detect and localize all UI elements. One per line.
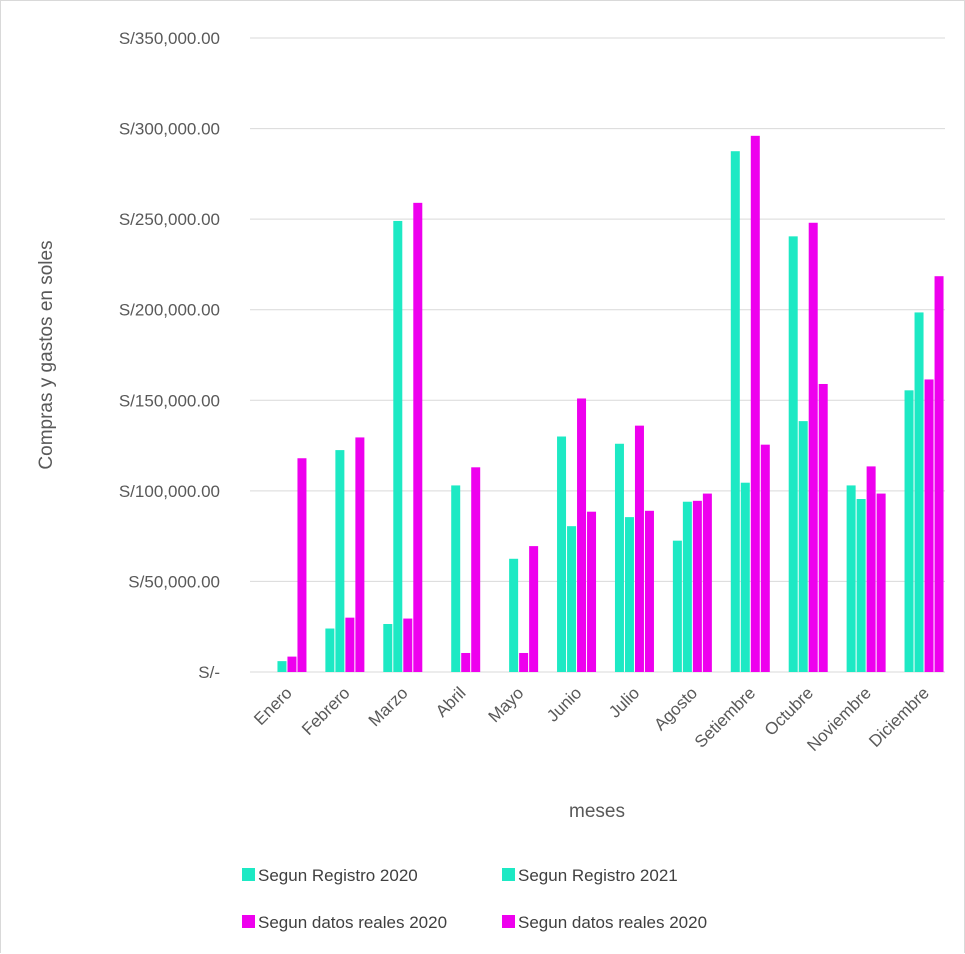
x-tick-label: Marzo [365, 683, 412, 730]
x-tick-label: Mayo [485, 683, 528, 726]
x-tick-label: Setiembre [691, 683, 759, 751]
bar-marzo-series-1 [383, 623, 393, 672]
legend-swatch [502, 915, 515, 928]
legend-label: Segun Registro 2021 [518, 866, 678, 885]
bar-noviembre-series-4 [876, 493, 886, 672]
bar-mayo-series-2 [509, 558, 519, 672]
bar-mayo-series-3 [519, 652, 529, 672]
legend-swatch [242, 915, 255, 928]
bar-junio-series-1 [557, 436, 567, 672]
bar-julio-series-3 [634, 425, 644, 672]
x-tick-label: Enero [250, 683, 296, 729]
y-axis-title: Compras y gastos en soles [36, 240, 57, 469]
legend-label: Segun datos reales 2020 [258, 913, 447, 932]
bar-setiembre-series-1 [730, 151, 740, 672]
x-axis-tick-labels: Enero Febrero Marzo Abril Mayo Junio Julio Agos… [250, 683, 933, 755]
legend: Segun Registro 2020 Segun Registro 2021 Se… [242, 866, 707, 932]
y-tick-label: S/- [198, 663, 220, 682]
bar-octubre-series-3 [808, 222, 818, 672]
x-tick-label: Octubre [761, 683, 817, 739]
bar-mayo-series-4 [529, 546, 539, 672]
legend-swatch [502, 868, 515, 881]
bar-setiembre-series-3 [750, 135, 760, 672]
y-axis-tick-labels: S/- S/50,000.00 S/100,000.00 S/150,000.00 S/… [119, 29, 220, 682]
bar-agosto-series-3 [692, 500, 702, 672]
gridlines [250, 37, 945, 582]
bar-junio-series-3 [577, 398, 587, 672]
x-tick-label: Abril [432, 683, 469, 720]
bar-diciembre-series-1 [904, 390, 914, 672]
x-axis-title: meses [569, 801, 625, 822]
bar-diciembre-series-4 [934, 276, 944, 672]
bar-junio-series-2 [567, 526, 577, 672]
bar-setiembre-series-2 [740, 482, 750, 672]
x-tick-label: Diciembre [865, 683, 933, 751]
y-tick-label: S/150,000.00 [119, 391, 220, 410]
y-tick-label: S/200,000.00 [119, 301, 220, 320]
bar-octubre-series-1 [788, 236, 798, 672]
y-tick-label: S/350,000.00 [119, 29, 220, 48]
bar-enero-series-4 [297, 458, 307, 672]
x-tick-label: Agosto [650, 683, 701, 734]
bar-setiembre-series-4 [760, 444, 770, 672]
bar-junio-series-4 [587, 511, 597, 672]
bars [277, 135, 944, 672]
bar-diciembre-series-3 [924, 379, 934, 672]
bar-marzo-series-2 [393, 220, 403, 672]
bar-octubre-series-4 [818, 383, 828, 672]
bar-enero-series-3 [287, 656, 297, 672]
bar-febrero-series-2 [335, 450, 345, 672]
bar-agosto-series-2 [682, 501, 692, 672]
bar-marzo-series-4 [413, 202, 423, 672]
bar-febrero-series-1 [325, 628, 335, 672]
bar-febrero-series-4 [355, 437, 365, 672]
bar-abril-series-2 [451, 485, 461, 672]
y-tick-label: S/250,000.00 [119, 210, 220, 229]
bar-noviembre-series-1 [846, 485, 856, 672]
bar-febrero-series-3 [345, 617, 355, 672]
x-tick-label: Junio [543, 683, 585, 725]
bar-julio-series-2 [624, 517, 634, 672]
x-tick-label: Febrero [298, 683, 354, 739]
bar-marzo-series-3 [403, 618, 413, 672]
bar-octubre-series-2 [798, 421, 808, 672]
bar-diciembre-series-2 [914, 312, 924, 672]
legend-label: Segun Registro 2020 [258, 866, 418, 885]
bar-abril-series-4 [471, 467, 481, 672]
bar-agosto-series-4 [702, 493, 712, 672]
legend-label: Segun datos reales 2020 [518, 913, 707, 932]
x-tick-label: Julio [605, 683, 643, 721]
bar-julio-series-1 [614, 443, 624, 672]
y-tick-label: S/300,000.00 [119, 120, 220, 139]
bar-julio-series-4 [644, 510, 654, 672]
bar-agosto-series-1 [672, 540, 682, 672]
y-tick-label: S/50,000.00 [128, 572, 220, 591]
legend-swatch [242, 868, 255, 881]
bar-noviembre-series-2 [856, 499, 866, 672]
bar-enero-series-2 [277, 661, 287, 672]
bar-noviembre-series-3 [866, 466, 876, 672]
y-tick-label: S/100,000.00 [119, 482, 220, 501]
bar-abril-series-3 [461, 652, 471, 672]
